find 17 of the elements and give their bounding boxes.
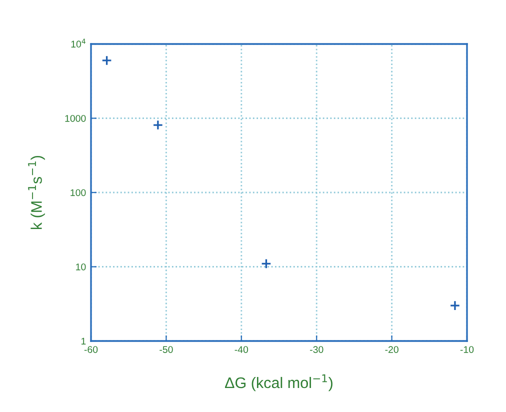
- y-axis-title: k (M$^{−1}$s$^{−1}$): [28, 156, 45, 230]
- x-tick-label: -30: [310, 346, 324, 353]
- y-tick-label: 1: [81, 338, 86, 345]
- x-tick-label: -50: [160, 346, 173, 353]
- x-axis-title: ΔG (kcal mol$^{−1}$): [224, 374, 332, 392]
- y-tick-label: 10$^{4}$: [71, 38, 86, 48]
- y-tick-label: 100: [70, 189, 86, 196]
- x-tick-label: -20: [385, 346, 398, 353]
- x-tick-label: -40: [234, 346, 248, 353]
- y-tick-label: 1000: [65, 114, 86, 122]
- point: [260, 258, 272, 269]
- x-tick-label: -10: [460, 346, 474, 353]
- point: [102, 55, 112, 66]
- y-tick-label: 10: [76, 263, 86, 270]
- point: [152, 120, 164, 130]
- point: [450, 300, 460, 311]
- x-tick-label: -60: [84, 346, 98, 353]
